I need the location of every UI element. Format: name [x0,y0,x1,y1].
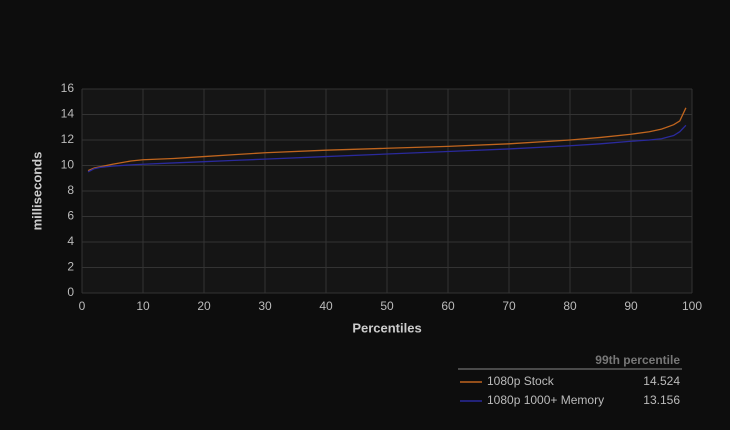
y-tick-label: 2 [67,260,74,274]
x-tick-label: 100 [682,299,702,313]
x-tick-label: 70 [502,299,516,313]
y-tick-label: 0 [67,285,74,299]
x-tick-label: 30 [258,299,272,313]
x-tick-label: 10 [136,299,150,313]
x-tick-label: 80 [563,299,577,313]
y-tick-label: 16 [61,81,75,95]
legend-header: 99th percentile [595,353,680,367]
x-tick-label: 60 [441,299,455,313]
y-tick-label: 8 [67,183,74,197]
y-tick-label: 14 [61,107,75,121]
legend-value: 13.156 [643,393,680,407]
y-tick-label: 4 [67,234,74,248]
y-tick-label: 6 [67,209,74,223]
y-axis-title: milliseconds [29,152,44,231]
legend-value: 14.524 [643,374,680,388]
legend-label: 1080p Stock [487,374,555,388]
x-tick-label: 40 [319,299,333,313]
x-tick-label: 0 [79,299,86,313]
x-axis-title: Percentiles [352,320,421,335]
series-line [87,107,687,172]
x-tick-label: 90 [624,299,638,313]
legend-label: 1080p 1000+ Memory [487,393,604,407]
y-tick-label: 12 [61,132,75,146]
x-tick-label: 50 [380,299,394,313]
y-tick-label: 10 [61,158,75,172]
x-tick-label: 20 [197,299,211,313]
series-line [87,124,687,173]
